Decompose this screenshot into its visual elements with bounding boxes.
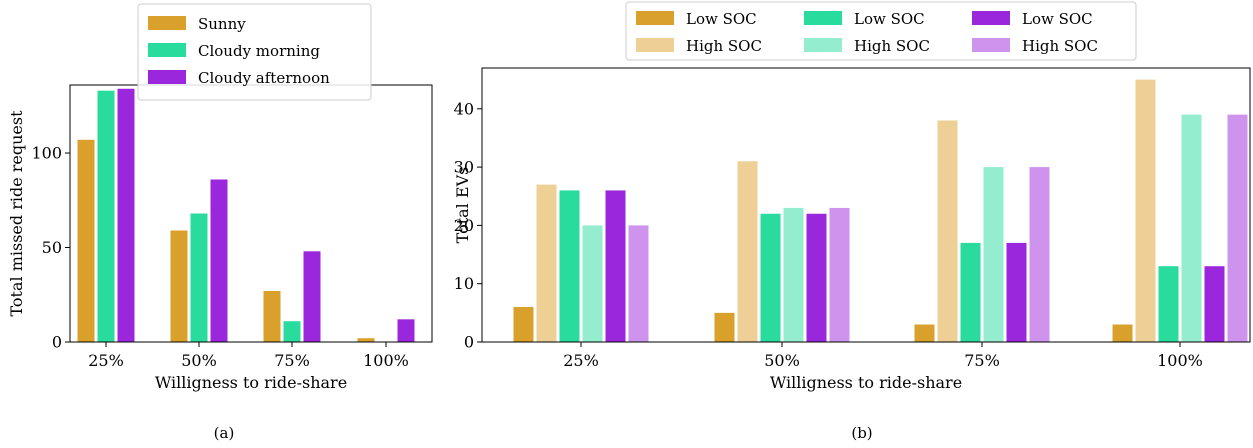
- bar-b-s0-50pct: [714, 312, 735, 342]
- bar-b-s2-50pct: [760, 213, 781, 342]
- x-tick-label: 100%: [363, 351, 409, 370]
- bar-a-s0-100pct: [357, 338, 375, 342]
- y-tick-label: 50: [42, 238, 62, 257]
- bar-b-s0-75pct: [914, 324, 935, 342]
- bar-b-s1-50pct: [737, 161, 758, 342]
- bar-b-s3-100pct: [1181, 114, 1202, 342]
- bar-a-s0-75pct: [263, 290, 281, 342]
- bar-a-s1-25pct: [97, 90, 115, 342]
- x-tick-label: 75%: [274, 351, 310, 370]
- legend-swatch: [636, 11, 674, 25]
- x-tick-label: 75%: [964, 351, 1000, 370]
- chart-panel-b: 0 10 20 30 40 25% 50% 75% 100% Willigness to ride…: [453, 1, 1251, 442]
- legend-swatch: [148, 70, 186, 84]
- x-tick-label: 50%: [181, 351, 217, 370]
- x-axis-label: Willigness to ride-share: [770, 373, 962, 392]
- x-tick-label: 25%: [563, 351, 599, 370]
- legend-swatch: [972, 11, 1010, 25]
- legend-box: [137, 3, 372, 101]
- legend-label: High SOC: [854, 37, 930, 55]
- legend-label: Low SOC: [854, 10, 925, 28]
- bar-b-s3-50pct: [783, 207, 804, 342]
- bar-a-s0-25pct: [77, 139, 95, 342]
- bar-b-s3-25pct: [582, 225, 603, 342]
- bar-b-s3-75pct: [983, 167, 1004, 342]
- x-tick-label: 50%: [764, 351, 800, 370]
- legend-label: High SOC: [686, 37, 762, 55]
- bar-a-s0-50pct: [170, 230, 188, 342]
- bar-b-s4-25pct: [605, 190, 626, 342]
- y-tick-label: 0: [464, 333, 474, 352]
- legend-swatch: [972, 38, 1010, 52]
- x-tick-label: 25%: [88, 351, 124, 370]
- x-axis-label: Willigness to ride-share: [155, 373, 347, 392]
- legend-label: Low SOC: [1022, 10, 1093, 28]
- bar-a-s2-100pct: [397, 319, 415, 342]
- panel-label: (a): [214, 424, 235, 442]
- y-axis-label: Total missed ride request: [7, 110, 26, 317]
- bar-b-s5-50pct: [829, 207, 850, 342]
- legend-swatch: [636, 38, 674, 52]
- bar-b-s5-100pct: [1227, 114, 1248, 342]
- plot-frame: [481, 67, 1251, 343]
- bar-b-s1-75pct: [937, 120, 958, 343]
- bar-a-s2-50pct: [210, 179, 228, 342]
- bar-b-s2-100pct: [1158, 266, 1179, 342]
- bar-b-s4-50pct: [806, 213, 827, 342]
- y-tick-label: 0: [52, 333, 62, 352]
- x-tick-label: 100%: [1157, 351, 1203, 370]
- legend-label: Sunny: [198, 15, 246, 33]
- legend-swatch: [804, 11, 842, 25]
- bar-a-s1-75pct: [283, 321, 301, 342]
- panel-label: (b): [851, 424, 872, 442]
- bar-b-s5-25pct: [628, 225, 649, 342]
- bar-b-s4-75pct: [1006, 242, 1027, 342]
- y-tick-label: 10: [454, 274, 474, 293]
- bar-b-s4-100pct: [1204, 266, 1225, 342]
- y-axis-label: Total EVs: [453, 167, 472, 244]
- bar-b-s2-75pct: [960, 242, 981, 342]
- legend-label: Low SOC: [686, 10, 757, 28]
- bar-b-s0-100pct: [1112, 324, 1133, 342]
- legend-swatch: [804, 38, 842, 52]
- bar-a-s1-50pct: [190, 213, 208, 342]
- bar-b-s2-25pct: [559, 190, 580, 342]
- bar-a-s2-25pct: [117, 88, 135, 342]
- bar-b-s5-75pct: [1029, 167, 1050, 342]
- bar-b-s1-25pct: [536, 184, 557, 342]
- y-tick-label: 20: [454, 216, 474, 235]
- bar-b-s0-25pct: [513, 307, 534, 342]
- y-tick-label: 40: [454, 99, 474, 118]
- legend-swatch: [148, 16, 186, 30]
- bar-a-s2-75pct: [303, 251, 321, 342]
- y-tick-label: 30: [454, 158, 474, 177]
- legend-label: High SOC: [1022, 37, 1098, 55]
- legend-label: Cloudy afternoon: [198, 69, 330, 87]
- bar-b-s1-100pct: [1135, 79, 1156, 342]
- legend-label: Cloudy morning: [198, 42, 320, 60]
- y-tick-label: 100: [31, 144, 62, 163]
- chart-panel-a: 0 50 100 25% 50% 75% 100% Willigness to ride-sh…: [7, 3, 433, 442]
- legend-swatch: [148, 43, 186, 57]
